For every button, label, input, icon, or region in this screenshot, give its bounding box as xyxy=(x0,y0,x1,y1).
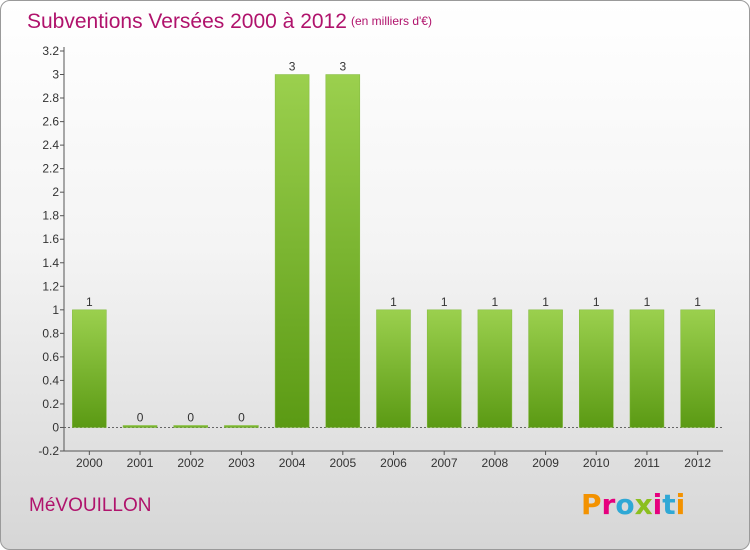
y-tick-label: 0.6 xyxy=(42,350,59,364)
y-tick-label: 1.4 xyxy=(42,256,59,270)
y-tick-label: 2.2 xyxy=(42,162,59,176)
chart-unit: (en milliers d'€) xyxy=(351,14,432,28)
bar-2002 xyxy=(173,425,208,428)
data-label-2010: 1 xyxy=(593,295,600,309)
x-tick-label: 2005 xyxy=(329,456,356,470)
x-tick-label: 2012 xyxy=(684,456,711,470)
y-tick-label: 1.6 xyxy=(42,232,59,246)
y-tick-label: 2.4 xyxy=(42,138,59,152)
data-label-2012: 1 xyxy=(694,295,701,309)
y-tick-label: 2.6 xyxy=(42,115,59,129)
data-label-2009: 1 xyxy=(542,295,549,309)
bar-2003 xyxy=(224,425,259,428)
y-tick-label: 0.8 xyxy=(42,326,59,340)
bar-2012 xyxy=(680,309,715,428)
y-tick-label: 1 xyxy=(52,303,59,317)
bar-2001 xyxy=(122,425,158,428)
data-label-2004: 3 xyxy=(289,60,296,74)
data-label-2001: 0 xyxy=(137,410,144,424)
y-tick-label: 3 xyxy=(52,68,59,82)
data-label-2000: 1 xyxy=(86,295,93,309)
bar-2011 xyxy=(629,309,665,428)
x-tick-label: 2000 xyxy=(76,456,103,470)
logo-letter: i xyxy=(675,488,686,521)
x-tick-label: 2002 xyxy=(177,456,204,470)
x-tick-label: 2007 xyxy=(431,456,458,470)
data-label-2002: 0 xyxy=(187,410,194,424)
logo-letter: P xyxy=(581,488,602,521)
y-tick-label: 1.2 xyxy=(42,279,59,293)
y-tick-label: 1.8 xyxy=(42,209,59,223)
x-tick-label: 2001 xyxy=(127,456,154,470)
logo-letter: x xyxy=(634,488,653,521)
data-label-2005: 3 xyxy=(339,60,346,74)
bar-2008 xyxy=(477,309,513,428)
logo-letter: o xyxy=(615,488,635,521)
bar-2004 xyxy=(274,74,310,428)
logo-letter: t xyxy=(662,488,676,521)
data-label-2003: 0 xyxy=(238,410,245,424)
x-tick-label: 2008 xyxy=(482,456,509,470)
y-tick-label: 0.2 xyxy=(42,397,59,411)
bar-2006 xyxy=(376,309,411,428)
y-tick-label: 2.8 xyxy=(42,91,59,105)
bar-2007 xyxy=(426,309,462,428)
x-tick-label: 2003 xyxy=(228,456,255,470)
x-tick-label: 2011 xyxy=(634,456,660,470)
chart-title: Subventions Versées 2000 à 2012 xyxy=(27,10,347,33)
bar-2000 xyxy=(72,309,107,428)
y-tick-label: 3.2 xyxy=(42,44,59,58)
logo-letter: i xyxy=(652,488,663,521)
data-label-2011: 1 xyxy=(644,295,651,309)
x-tick-label: 2004 xyxy=(279,456,306,470)
y-tick-label: 0 xyxy=(52,420,59,434)
y-tick-label: 0.4 xyxy=(42,373,59,387)
data-label-2008: 1 xyxy=(492,295,499,309)
commune-name: MéVOUILLON xyxy=(29,495,152,516)
x-tick-label: 2010 xyxy=(583,456,610,470)
bar-2009 xyxy=(528,309,563,428)
data-label-2007: 1 xyxy=(441,295,448,309)
logo-letter: r xyxy=(601,488,616,521)
proxiti-logo: Proxiti xyxy=(581,488,685,521)
bar-2005 xyxy=(325,74,361,428)
y-tick-label: -0.2 xyxy=(38,444,59,458)
data-label-2006: 1 xyxy=(390,295,397,309)
x-tick-label: 2009 xyxy=(532,456,559,470)
y-tick-label: 2 xyxy=(52,185,59,199)
x-tick-label: 2006 xyxy=(380,456,407,470)
bar-2010 xyxy=(579,309,614,428)
